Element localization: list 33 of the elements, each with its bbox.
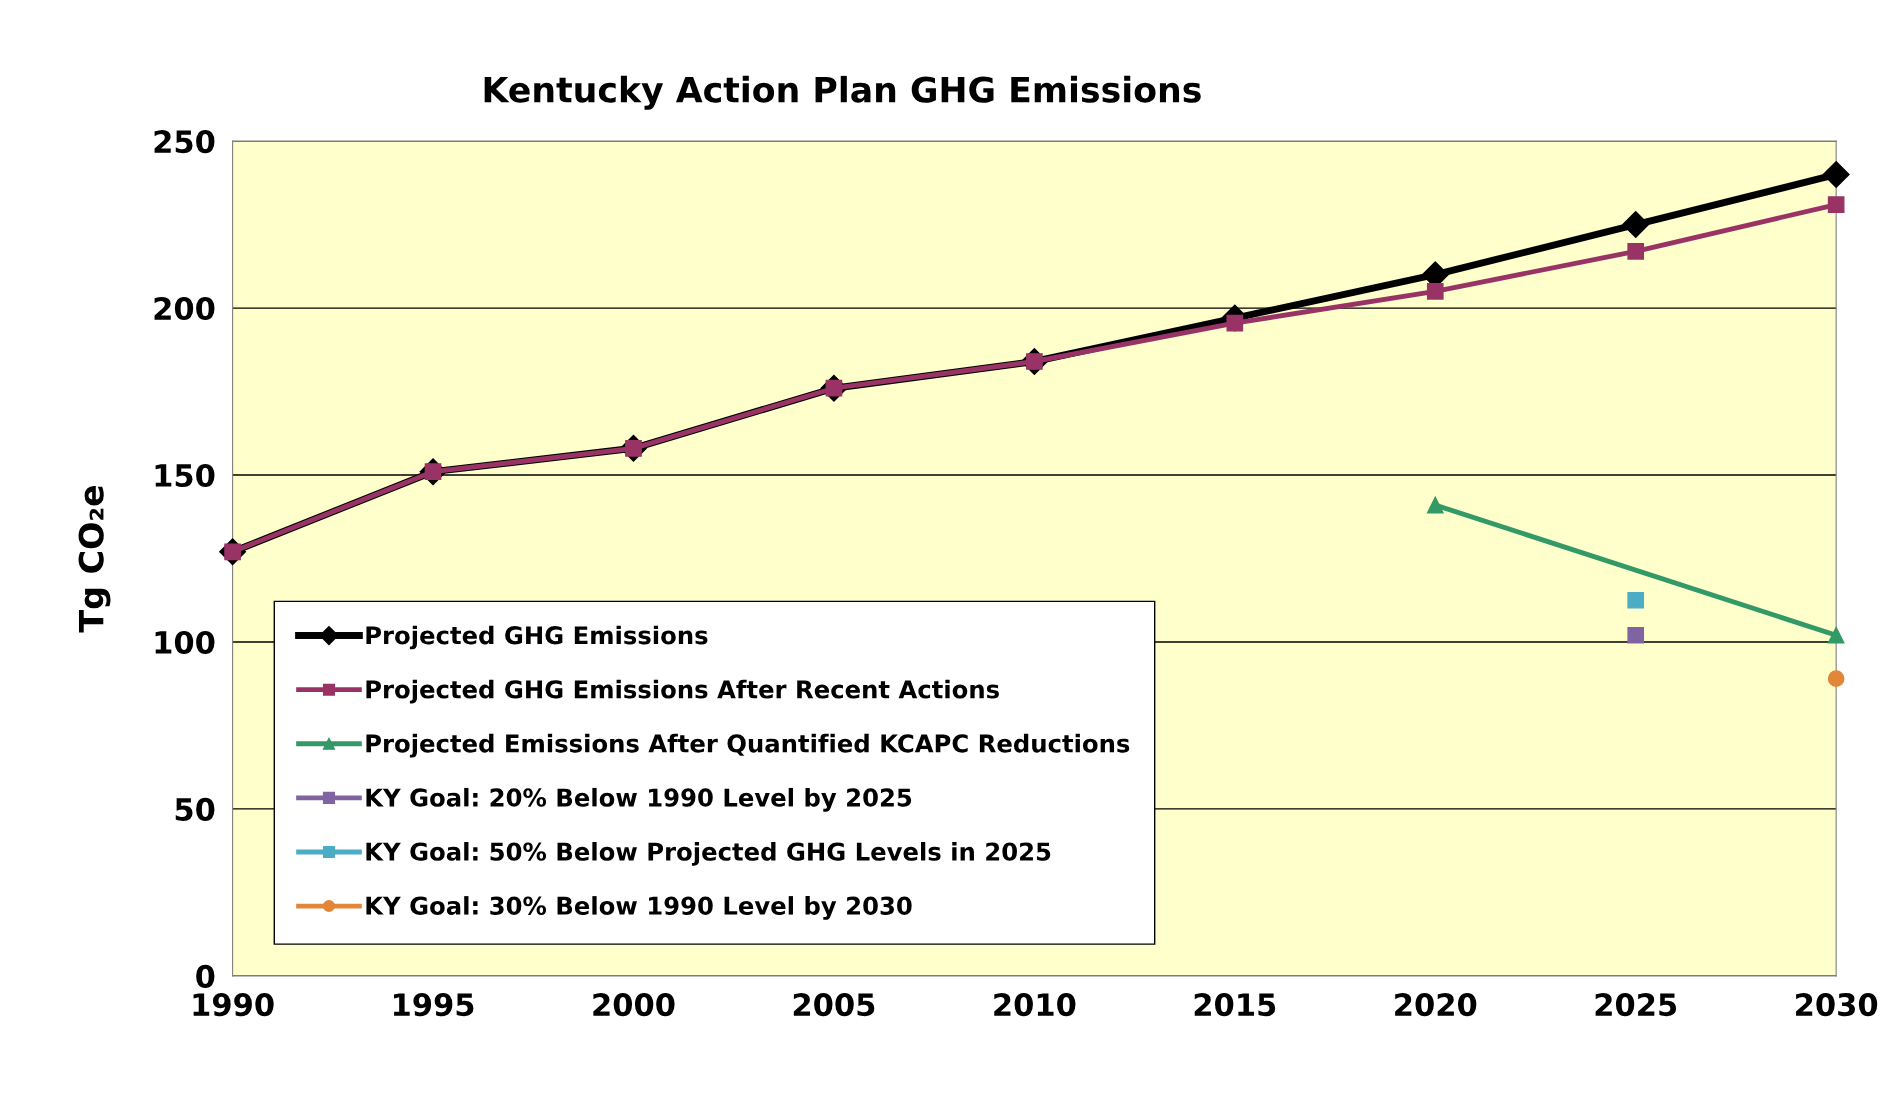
legend-label: KY Goal: 50% Below Projected GHG Levels in 2025 (366, 842, 1051, 866)
y-tick-label: 200 (154, 297, 215, 321)
y-tick-label: 0 (196, 964, 215, 988)
legend-label: Projected GHG Emissions After Recent Actions (366, 679, 999, 704)
y-tick-label: 150 (155, 463, 215, 488)
point (1426, 283, 1444, 300)
x-tick-label: 1995 (393, 993, 474, 1017)
point (1827, 196, 1845, 213)
x-tick-label: 2015 (1194, 993, 1276, 1017)
point (1627, 242, 1645, 260)
point (1822, 161, 1850, 188)
point (1627, 626, 1645, 644)
point (1426, 496, 1444, 514)
x-tick-label: 2030 (1796, 993, 1878, 1017)
x-tick-label: 1990 (193, 993, 274, 1017)
point (1827, 670, 1845, 688)
point (1627, 591, 1645, 609)
legend-label: Projected Emissions After Quantified KCAPC Reductions (366, 733, 1130, 758)
chart-title: Kentucky Action Plan GHG Emissions (484, 75, 1201, 110)
x-tick-label: 2005 (793, 993, 875, 1017)
point (1827, 626, 1845, 644)
x-tick-label: 2010 (994, 993, 1076, 1017)
y-tick-label: 250 (154, 130, 215, 154)
x-tick-label: 2020 (1395, 993, 1477, 1017)
legend-label: KY Goal: 30% Below 1990 Level by 2030 (366, 896, 912, 920)
legend-label: Projected GHG Emissions (366, 625, 708, 650)
point (1622, 211, 1650, 239)
y-tick-label: 50 (175, 797, 215, 821)
legend-label: KY Goal: 20% Below 1990 Level by 2025 (366, 787, 912, 812)
x-tick-label: 2025 (1595, 993, 1677, 1017)
y-tick-label: 100 (155, 630, 215, 654)
x-tick-label: 2000 (593, 993, 675, 1017)
y-axis-title: Tg CO₂e (78, 486, 111, 633)
